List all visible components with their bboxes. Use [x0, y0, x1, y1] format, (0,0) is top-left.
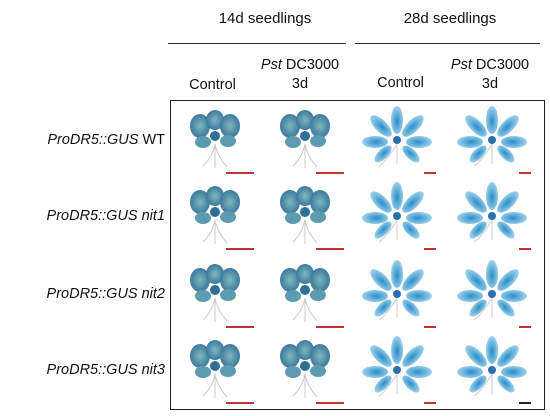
seedling-image-nit3-control-28d — [355, 334, 440, 404]
scale-bar — [424, 172, 436, 174]
scale-bar — [424, 248, 436, 250]
group-underline-14d — [168, 43, 346, 44]
row-label-genotype: ProDR5::GUS nit1 — [46, 208, 165, 224]
column-header-line2: 3d — [291, 76, 309, 92]
seedling-image-wt-pst-28d — [450, 104, 535, 174]
scale-bar — [226, 248, 254, 250]
seedling-image-nit1-pst-14d — [263, 180, 348, 250]
scale-bar — [316, 402, 344, 404]
scale-bar — [316, 248, 344, 250]
seedling-image-nit2-pst-14d — [263, 258, 348, 328]
seedling-image-nit3-pst-28d — [450, 334, 535, 404]
group-header-28d: 28d seedlings — [403, 10, 497, 27]
row-label-nit1: ProDR5::GUS nit1 — [0, 208, 165, 224]
seedling-image-nit2-pst-28d — [450, 258, 535, 328]
seedling-image-nit3-pst-14d — [263, 334, 348, 404]
image-grid-frame — [170, 100, 545, 410]
group-underline-28d — [355, 43, 540, 44]
scale-bar — [519, 248, 531, 250]
row-label-suffix: WT — [138, 132, 165, 148]
scale-bar — [424, 326, 436, 328]
seedling-image-nit1-pst-28d — [450, 180, 535, 250]
scale-bar — [226, 326, 254, 328]
column-header-pst-28d: Pst DC3000 3d — [435, 56, 545, 94]
column-header-line1: Pst DC3000 — [250, 56, 350, 75]
scale-bar — [226, 402, 254, 404]
column-header-line1: Pst DC3000 — [435, 56, 545, 75]
seedling-image-wt-pst-14d — [263, 104, 348, 174]
column-header-pst-14d: Pst DC3000 3d — [250, 56, 350, 94]
group-header-14d: 14d seedlings — [218, 10, 312, 27]
seedling-image-nit1-control-28d — [355, 180, 440, 250]
column-header-control-14d: Control — [170, 76, 255, 95]
scale-bar — [316, 172, 344, 174]
seedling-image-nit3-control-14d — [173, 334, 258, 404]
scale-bar — [226, 172, 254, 174]
seedling-image-wt-control-14d — [173, 104, 258, 174]
scale-bar — [519, 326, 531, 328]
column-header-label: Control — [377, 75, 424, 91]
row-label-genotype: ProDR5::GUS nit2 — [46, 286, 165, 302]
column-header-label: Control — [189, 77, 236, 93]
scale-bar — [519, 402, 531, 404]
column-header-control-28d: Control — [358, 74, 443, 93]
scale-bar — [519, 172, 531, 174]
seedling-image-wt-control-28d — [355, 104, 440, 174]
scale-bar — [424, 402, 436, 404]
row-label-genotype: ProDR5::GUS nit3 — [46, 362, 165, 378]
pathogen-strain: DC3000 — [281, 57, 340, 73]
pathogen-strain: DC3000 — [471, 57, 530, 73]
seedling-image-nit2-control-14d — [173, 258, 258, 328]
pathogen-name: Pst — [450, 57, 472, 73]
row-label-nit2: ProDR5::GUS nit2 — [0, 286, 165, 302]
column-header-line2: 3d — [481, 76, 499, 92]
row-label-genotype: ProDR5::GUS — [47, 132, 139, 148]
row-label-wt: ProDR5::GUS WT — [0, 132, 165, 148]
row-label-nit3: ProDR5::GUS nit3 — [0, 362, 165, 378]
scale-bar — [316, 326, 344, 328]
pathogen-name: Pst — [260, 57, 282, 73]
seedling-image-nit2-control-28d — [355, 258, 440, 328]
seedling-image-nit1-control-14d — [173, 180, 258, 250]
